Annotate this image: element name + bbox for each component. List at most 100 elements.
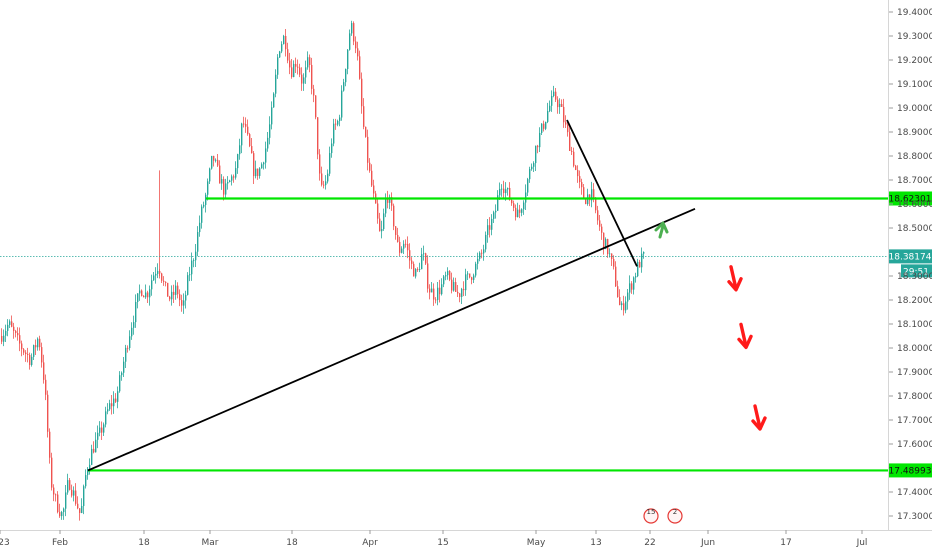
y-tick-label: 19.20000 [897,56,932,66]
candle-body [611,253,613,259]
candle-body [9,321,11,325]
candle-body [361,78,363,107]
candle-body [639,261,641,268]
candle-body [355,41,357,49]
candle-body [457,291,459,294]
x-tick-label: Apr [362,538,378,548]
candle-body [407,243,409,251]
y-tick-label: 18.70000 [897,176,932,186]
candle-body [419,269,421,270]
candle-body [31,356,33,365]
candle-body [75,490,77,504]
candle-body [377,203,379,219]
candle-body [309,57,311,65]
candle-body [321,173,323,185]
event-marker-icon[interactable] [667,508,683,524]
event-markers[interactable]: 15 2 [643,508,683,524]
candle-body [63,508,65,513]
candle-body [161,273,163,281]
y-tick-label: 18.80000 [897,152,932,162]
candle-body [169,296,171,300]
candle-body [469,273,471,278]
candle-body [67,480,69,493]
candle-body [313,88,315,96]
candle-body [145,292,147,298]
candle-body [359,56,361,79]
candle-body [215,159,217,161]
candle-body [521,209,523,213]
candle-body [227,182,229,184]
candle-body [17,333,19,336]
candle-body [281,44,283,52]
y-tick-label: 18.30000 [897,272,932,282]
candle-body [509,187,511,200]
candle-body [573,151,575,166]
event-marker-icon[interactable] [643,508,659,524]
candle-body [265,148,267,163]
candle-body [207,181,209,195]
candle-body [131,327,133,337]
candle-body [393,205,395,227]
candle-body [285,35,287,50]
candle-body [339,117,341,121]
trendline[interactable] [566,119,638,267]
candle-body [65,492,67,509]
candle-body [5,330,7,336]
candle-body [503,188,505,194]
candle-body [481,252,483,254]
candle-body [577,169,579,177]
candle-body [93,448,95,453]
candle-body [583,187,585,199]
y-tick-label: 18.50000 [897,224,932,234]
y-tick-label: 17.40000 [897,488,932,498]
candle-body [629,283,631,293]
candle-body [545,121,547,129]
candle-body [433,288,435,300]
candle-body [449,271,451,280]
time-axis[interactable]: 23 Feb 18 Mar 18 Apr 15 May 13 22 Jun 17 Jul [0,530,867,548]
candle-body [71,489,73,496]
candle-body [405,243,407,245]
candle-body [87,468,89,476]
candle-body [551,95,553,106]
candle-body [549,105,551,112]
candle-body [609,253,611,255]
candle-body [331,143,333,154]
candle-body [3,335,5,342]
candles-layer [1,20,645,521]
candle-body [45,379,47,395]
candle-body [261,164,263,169]
candle-body [627,292,629,302]
candle-body [15,330,17,334]
candle-body [557,99,559,108]
candle-body [7,324,9,331]
candle-body [595,197,597,211]
y-tick-label: 17.90000 [897,368,932,378]
candle-body [617,286,619,298]
candle-body [99,427,101,433]
candle-body [223,179,225,195]
candle-body [11,321,13,327]
candle-body [79,508,81,513]
candle-body [501,188,503,190]
candle-body [379,218,381,232]
candle-body [111,403,113,407]
trendline[interactable] [87,207,696,472]
candle-body [255,168,257,177]
candle-body [205,194,207,205]
price-level-label: 18.62301 [889,194,932,204]
candle-body [429,288,431,293]
candle-body [571,150,573,152]
candle-body [229,180,231,183]
candle-body [505,189,507,194]
price-axis[interactable]: 19.40000 19.30000 19.20000 19.10000 19.00000… [889,8,932,522]
candle-body [383,213,385,230]
candle-body [147,292,149,298]
candle-body [277,57,279,75]
candle-body [401,248,403,253]
candle-body [201,206,203,223]
candle-body [531,166,533,170]
candle-body [391,197,393,206]
y-tick-label: 17.70000 [897,416,932,426]
